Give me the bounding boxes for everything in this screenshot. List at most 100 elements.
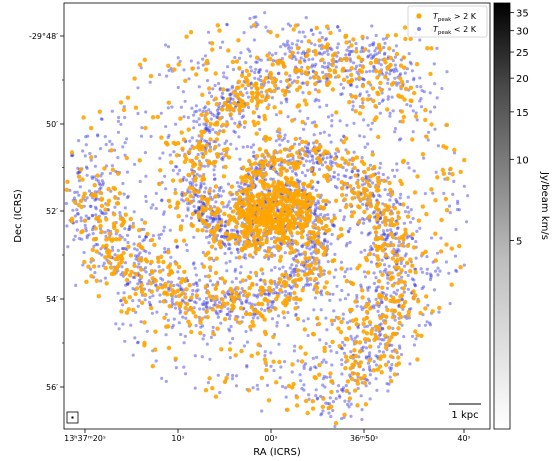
point-bright xyxy=(155,114,160,120)
point-bright xyxy=(400,159,406,164)
point-bright xyxy=(149,259,154,265)
point-bright xyxy=(139,289,145,295)
point-bright xyxy=(299,235,305,240)
point-faint xyxy=(239,51,243,55)
point-faint xyxy=(272,235,276,239)
point-faint xyxy=(398,196,402,200)
point-bright xyxy=(121,250,126,256)
point-bright xyxy=(295,230,300,236)
point-faint xyxy=(380,300,384,304)
point-bright xyxy=(229,184,235,189)
point-bright xyxy=(408,85,414,90)
point-bright xyxy=(161,259,166,265)
point-faint xyxy=(227,242,231,246)
point-bright xyxy=(109,238,115,243)
point-faint xyxy=(364,174,368,178)
point-faint xyxy=(217,300,222,304)
point-bright xyxy=(183,310,188,316)
point-faint xyxy=(205,235,209,239)
point-faint xyxy=(320,163,325,167)
point-faint xyxy=(329,155,333,159)
point-faint xyxy=(91,232,95,236)
point-faint xyxy=(370,247,374,251)
point-faint xyxy=(324,203,328,207)
point-bright xyxy=(403,231,408,236)
point-faint xyxy=(93,198,97,202)
point-faint xyxy=(319,289,324,293)
point-faint xyxy=(302,264,306,268)
point-faint xyxy=(221,96,225,100)
point-bright xyxy=(429,122,434,127)
point-bright xyxy=(193,314,198,319)
point-bright xyxy=(178,227,183,232)
point-bright xyxy=(104,281,109,286)
point-faint xyxy=(388,69,393,73)
point-bright xyxy=(266,153,271,158)
point-bright xyxy=(344,388,349,394)
point-faint xyxy=(370,247,374,251)
point-bright xyxy=(200,154,206,159)
point-faint xyxy=(242,344,246,348)
point-bright xyxy=(375,175,380,181)
point-bright xyxy=(294,241,300,246)
point-bright xyxy=(378,315,383,321)
point-bright xyxy=(191,145,196,150)
series-bright xyxy=(64,23,467,426)
point-faint xyxy=(294,255,298,259)
point-faint xyxy=(228,206,233,210)
point-faint xyxy=(418,99,422,103)
point-bright xyxy=(308,235,313,240)
point-bright xyxy=(233,353,238,358)
point-bright xyxy=(389,335,394,340)
point-faint xyxy=(387,264,391,268)
point-faint xyxy=(102,212,106,216)
point-bright xyxy=(123,212,128,217)
point-faint xyxy=(365,90,369,94)
point-bright xyxy=(357,349,363,354)
point-faint xyxy=(73,234,77,238)
point-faint xyxy=(410,236,415,241)
point-faint xyxy=(201,337,205,341)
point-faint xyxy=(91,214,95,218)
point-bright xyxy=(438,249,444,254)
point-bright xyxy=(102,166,107,171)
point-faint xyxy=(317,261,321,265)
point-faint xyxy=(453,254,458,258)
point-bright xyxy=(413,329,418,334)
point-bright xyxy=(254,154,260,159)
point-bright xyxy=(212,239,217,244)
point-faint xyxy=(147,300,152,304)
point-faint xyxy=(319,212,323,217)
point-bright xyxy=(230,59,236,65)
point-faint xyxy=(341,386,346,390)
point-faint xyxy=(154,191,158,195)
point-bright xyxy=(290,118,295,123)
point-bright xyxy=(237,320,242,325)
point-faint xyxy=(372,304,376,308)
point-bright xyxy=(458,169,463,175)
point-faint xyxy=(227,292,231,296)
point-bright xyxy=(310,406,316,411)
point-faint xyxy=(199,181,203,185)
point-faint xyxy=(200,200,204,204)
point-bright xyxy=(225,122,230,127)
point-faint xyxy=(243,86,248,91)
point-faint xyxy=(197,200,201,204)
point-faint xyxy=(223,293,227,297)
point-bright xyxy=(127,273,133,278)
point-faint xyxy=(359,283,363,287)
point-bright xyxy=(121,107,127,113)
point-bright xyxy=(278,149,283,154)
point-faint xyxy=(406,273,410,278)
point-bright xyxy=(410,263,415,268)
point-bright xyxy=(282,230,287,235)
point-faint xyxy=(230,280,234,284)
point-faint xyxy=(297,252,301,256)
point-bright xyxy=(429,46,434,51)
point-faint xyxy=(376,355,380,359)
point-faint xyxy=(227,247,231,251)
point-bright xyxy=(353,340,358,345)
point-faint xyxy=(395,288,399,292)
point-faint xyxy=(97,181,101,186)
point-faint xyxy=(208,306,212,310)
